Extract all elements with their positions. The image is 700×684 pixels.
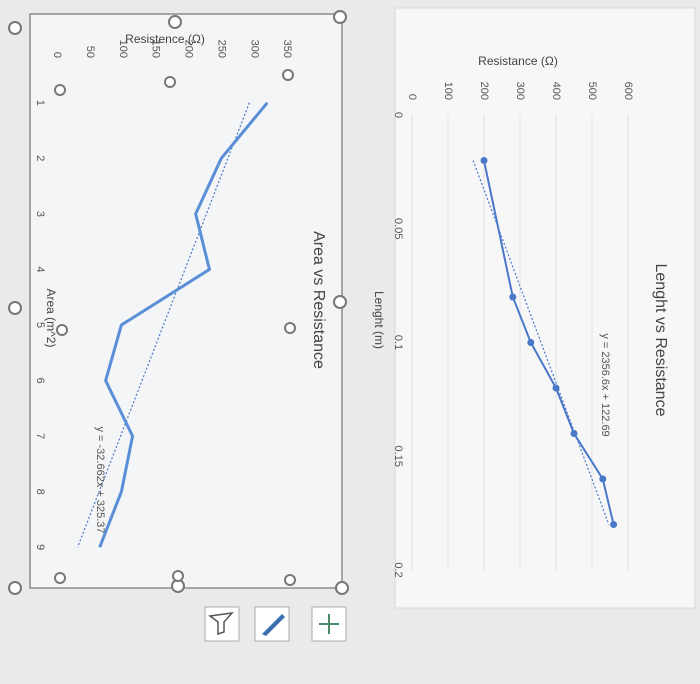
y-tick-label: 500 [586, 82, 598, 100]
y-tick-label: 0 [51, 52, 63, 58]
y-tick-label: 300 [514, 82, 526, 100]
data-point [480, 157, 488, 164]
x-tick-label: 0 [392, 112, 404, 118]
charts: 00.050.10.150.20 100 200 300 400 500 600Lenght… [34, 32, 669, 577]
chart-area-2[interactable] [29, 13, 343, 589]
handle[interactable] [333, 10, 347, 24]
handle[interactable] [335, 581, 349, 595]
data-point [570, 430, 578, 437]
x-axis-title: Area (m^2) [44, 289, 58, 348]
y-tick-label: 300 [248, 40, 260, 58]
y-tick-label: 100 [442, 82, 454, 100]
y-tick-label: 150 [150, 40, 162, 58]
brush-icon [262, 614, 285, 636]
x-tick-label: 8 [34, 489, 46, 495]
plot-handle[interactable] [56, 324, 68, 336]
plot-handle[interactable] [54, 572, 66, 584]
x-tick-label: 5 [34, 322, 46, 328]
plus-icon [319, 614, 339, 634]
filter-icon [208, 611, 234, 636]
x-tick-label: 0.2 [392, 562, 404, 577]
x-tick-label: 3 [34, 211, 46, 217]
data-point [509, 293, 517, 301]
trendline [472, 160, 610, 525]
plot-handle[interactable] [282, 69, 294, 81]
y-tick-label: 600 [622, 82, 634, 100]
chart-area-1 [394, 7, 696, 609]
y-axis-title: Resistence (Ω) [125, 32, 205, 46]
data-point [552, 384, 560, 392]
x-tick-label: 2 [34, 155, 46, 161]
plot-handle[interactable] [164, 76, 176, 88]
data-point [610, 521, 618, 528]
y-tick-label: 100 [117, 40, 129, 58]
y-tick-label: 350 [281, 40, 293, 58]
selection-handles [8, 10, 349, 595]
add-element-button[interactable] [311, 606, 347, 642]
x-tick-label: 6 [34, 377, 46, 383]
x-tick-label: 0.15 [392, 446, 404, 467]
chart-title: Area vs Resistance [310, 231, 327, 369]
chart: 1 2 3 4 5 6 7 8 9 0 50 100 150 200 250 300 350 Area vs Re… [34, 32, 327, 550]
x-tick-label: 0.05 [392, 218, 404, 239]
plot-handle[interactable] [284, 322, 296, 334]
filter-button[interactable] [204, 606, 240, 642]
x-tick-label: 1 [34, 100, 46, 106]
trendline-label: y = -32.662x + 325.37 [94, 426, 106, 533]
data-point [599, 475, 607, 483]
y-tick-label: 0 [406, 94, 418, 100]
plot-handle[interactable] [284, 574, 296, 586]
y-tick-label: 250 [215, 40, 227, 58]
y-tick-label: 200 [183, 40, 195, 58]
trendline [77, 102, 250, 548]
handle[interactable] [8, 581, 22, 595]
y-tick-label: 200 [478, 82, 490, 100]
handle[interactable] [333, 295, 347, 309]
x-tick-label: 7 [34, 433, 46, 439]
y-axis-title: Resistance (Ω) [478, 54, 558, 68]
x-tick-label: 9 [34, 544, 46, 550]
chart: 0 0.05 0.1 0.15 0.2 0 100 200 300 400 500 600 Lenght… [372, 54, 669, 577]
chart-buttons [204, 606, 347, 642]
chart-title: Lenght vs Resistance [652, 264, 669, 417]
x-tick-label: 0.1 [392, 335, 404, 350]
plot-handle[interactable] [54, 84, 66, 96]
handle[interactable] [8, 21, 22, 35]
handle[interactable] [168, 15, 182, 29]
data-point [527, 339, 535, 346]
y-tick-label: 400 [550, 82, 562, 100]
x-axis-title: Lenght (m) [372, 291, 386, 349]
y-tick-label: 50 [84, 46, 96, 58]
x-tick-label: 4 [34, 266, 46, 272]
trendline-label: y = 2356.6x + 122.69 [599, 333, 611, 436]
plot-handle[interactable] [172, 570, 184, 582]
series-line [98, 101, 269, 548]
handle[interactable] [8, 301, 22, 315]
